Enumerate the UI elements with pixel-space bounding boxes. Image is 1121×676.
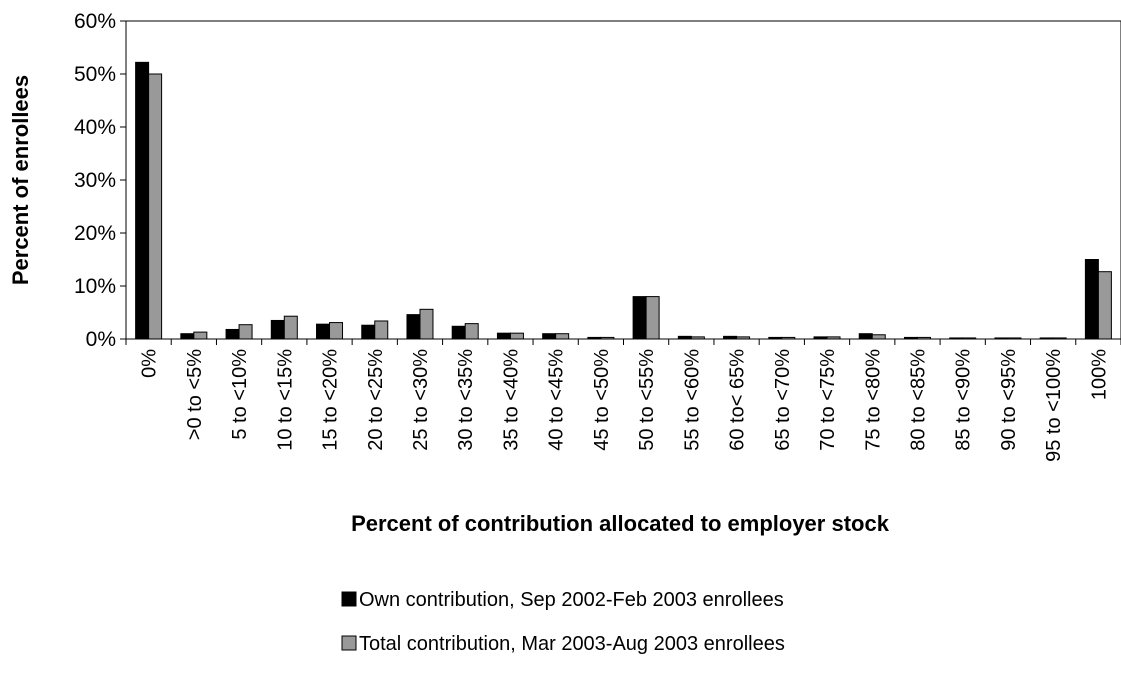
y-tick-label: 60% — [74, 10, 116, 33]
bar-series-1-45-to-50 — [587, 336, 602, 340]
bar-series-1-25-to-30 — [406, 314, 421, 340]
bar-series-1-15-to-20 — [316, 323, 331, 340]
bar-series-2-15-to-20 — [329, 322, 344, 340]
bar-series-2-75-to-80 — [871, 334, 886, 340]
bar-series-2-30-to-35 — [464, 323, 479, 340]
x-tick-label: 60 to< 65% — [727, 349, 749, 451]
bar-series-1-75-to-80 — [858, 333, 873, 340]
x-tick-label: 65 to <70% — [772, 349, 794, 451]
bar-series-2-90-to-95 — [1007, 337, 1022, 340]
bar-series-2-95-to-100 — [1052, 337, 1067, 340]
bar-series-1-30-to-35 — [451, 325, 466, 340]
plot-area — [125, 20, 1121, 340]
y-tick-label: 50% — [74, 63, 116, 86]
bar-series-2-100 — [1097, 271, 1112, 340]
y-tick-label: 0% — [86, 328, 116, 351]
bar-series-1-40-to-45 — [542, 333, 557, 340]
bar-series-1-0-to-5 — [180, 333, 195, 340]
bar-series-2-25-to-30 — [419, 308, 434, 340]
y-tick-label: 10% — [74, 275, 116, 298]
plot-frame — [125, 20, 1121, 340]
y-axis-title: Percent of enrollees — [8, 75, 33, 285]
legend-swatch-total-contribution — [341, 635, 357, 651]
x-tick-label: 95 to <100% — [1043, 349, 1065, 462]
bar-series-1-65-to-70 — [768, 336, 783, 340]
bar-series-2-10-to-15 — [283, 315, 298, 340]
bar-series-2-70-to-75 — [826, 336, 841, 340]
y-tick-label: 30% — [74, 169, 116, 192]
bar-series-1-50-to-55 — [632, 296, 647, 340]
bar-series-2-45-to-50 — [600, 336, 615, 340]
bar-series-1-95-to-100 — [1039, 337, 1054, 340]
x-tick-label: 70 to <75% — [817, 349, 839, 451]
x-tick-label: 20 to <25% — [365, 349, 387, 451]
x-tick-label: 90 to <95% — [998, 349, 1020, 451]
bar-series-2-0-to-5 — [193, 331, 208, 340]
x-tick-label: 100% — [1088, 349, 1110, 400]
x-tick-label: 0% — [139, 349, 161, 378]
x-tick-label: 85 to <90% — [953, 349, 975, 451]
x-tick-label: 50 to <55% — [636, 349, 658, 451]
x-tick-label: 55 to <60% — [681, 349, 703, 451]
bar-series-2-20-to-25 — [374, 320, 389, 340]
bar-series-2-85-to-90 — [962, 337, 977, 340]
bar-series-2-5-to-10 — [238, 324, 253, 340]
bar-series-1-10-to-15 — [270, 319, 285, 340]
bar-series-1-5-to-10 — [225, 328, 240, 340]
bar-series-2-0 — [148, 73, 163, 340]
x-tick-label: 45 to <50% — [591, 349, 613, 451]
bar-series-2-80-to-85 — [916, 336, 931, 340]
x-tick-label: >0 to <5% — [184, 349, 206, 440]
bar-series-1-55-to-60 — [677, 335, 692, 340]
x-tick-label: 35 to <40% — [500, 349, 522, 451]
bar-series-2-35-to-40 — [509, 332, 524, 340]
bar-series-1-100 — [1084, 259, 1099, 340]
bar-series-2-50-to-55 — [645, 296, 660, 340]
legend: Own contribution, Sep 2002-Feb 2003 enro… — [341, 589, 785, 655]
bars — [135, 61, 1112, 340]
bar-series-2-55-to-60 — [690, 336, 705, 340]
bar-series-1-90-to-95 — [994, 337, 1009, 340]
legend-item-own-contribution: Own contribution, Sep 2002-Feb 2003 enro… — [341, 589, 784, 611]
x-axis: 0% >0 to <5% 5 to <10% 10 to <15% 15 to <20%… — [125, 339, 1121, 462]
bar-series-2-65-to-70 — [781, 336, 796, 340]
x-axis-title: Percent of contribution allocated to emp… — [351, 511, 890, 536]
bar-series-1-80-to-85 — [903, 336, 918, 340]
x-tick-label: 25 to <30% — [410, 349, 432, 451]
x-tick-label: 15 to <20% — [320, 349, 342, 451]
legend-label-total-contribution: Total contribution, Mar 2003-Aug 2003 en… — [359, 633, 785, 655]
x-tick-label: 5 to <10% — [229, 349, 251, 440]
y-tick-label: 20% — [74, 222, 116, 245]
bar-series-1-85-to-90 — [949, 337, 964, 340]
bar-series-1-60-to-65 — [723, 335, 738, 340]
legend-swatch-own-contribution — [341, 591, 357, 607]
bar-series-2-40-to-45 — [555, 333, 570, 340]
bar-series-1-70-to-75 — [813, 336, 828, 340]
bar-series-1-0 — [135, 61, 150, 340]
bar-series-1-20-to-25 — [361, 324, 376, 340]
x-tick-label: 10 to <15% — [274, 349, 296, 451]
bar-series-1-35-to-40 — [496, 332, 511, 340]
x-tick-label: 30 to <35% — [455, 349, 477, 451]
x-tick-label: 40 to <45% — [546, 349, 568, 451]
y-axis: 0% 10% 20% 30% 40% 50% 60% — [74, 10, 126, 351]
legend-label-own-contribution: Own contribution, Sep 2002-Feb 2003 enro… — [359, 589, 784, 611]
x-tick-label: 80 to <85% — [907, 349, 929, 451]
bar-series-2-60-to-65 — [736, 336, 751, 340]
x-tick-label: 75 to <80% — [862, 349, 884, 451]
legend-item-total-contribution: Total contribution, Mar 2003-Aug 2003 en… — [341, 633, 785, 655]
y-tick-label: 40% — [74, 116, 116, 139]
